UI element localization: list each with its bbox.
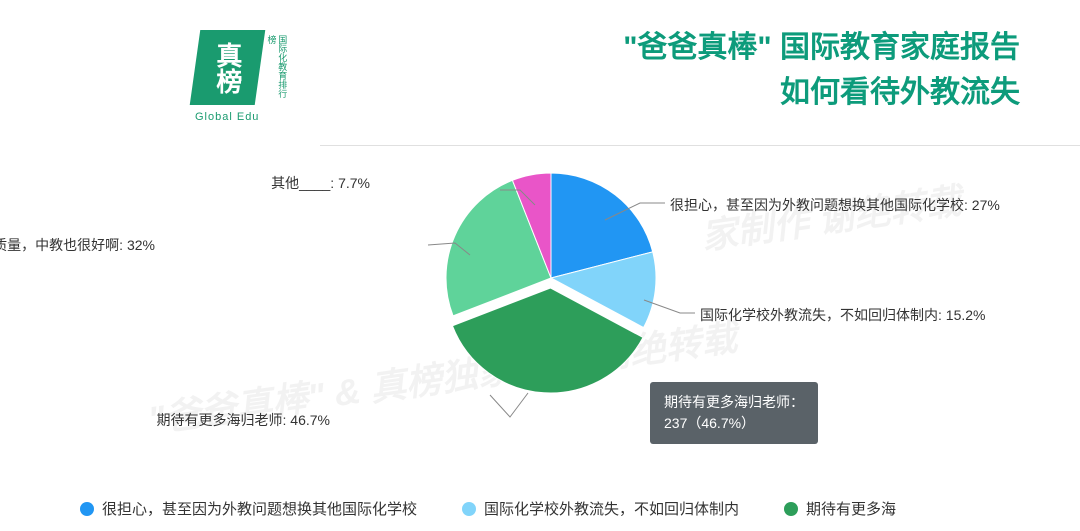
logo-subtitle: Global Edu [195, 111, 290, 123]
tooltip-line-2: 237（46.7%） [664, 413, 804, 434]
legend-item: 期待有更多海 [784, 498, 896, 519]
legend-label: 国际化学校外教流失，不如回归体制内 [484, 498, 739, 519]
pie-label: 很担心，甚至因为外教问题想换其他国际化学校: 27% [670, 195, 1000, 215]
legend-item: 国际化学校外教流失，不如回归体制内 [462, 498, 739, 519]
pie-label: 国际化学校外教流失，不如回归体制内: 15.2% [700, 305, 985, 325]
pie-label: 期待有更多海归老师: 46.7% [157, 410, 330, 430]
logo: 真榜 国际化教育排行榜 Global Edu [195, 30, 290, 123]
logo-side-text: 国际化教育排行榜 [266, 35, 288, 105]
title-line-2: 如何看待外教流失 [623, 70, 1020, 115]
legend-label: 很担心，甚至因为外教问题想换其他国际化学校 [102, 498, 417, 519]
chart-area: 其他____: 7.7% 很担心，甚至因为外教问题想换其他国际化学校: 27% 国际… [0, 145, 1080, 495]
logo-box: 真榜 国际化教育排行榜 [190, 30, 266, 105]
legend-label: 期待有更多海 [806, 498, 896, 519]
pie-label: 不认为外教等于高教学质量，中教也很好啊: 32% [0, 235, 155, 255]
pie-chart [443, 170, 673, 410]
chart-tooltip: 期待有更多海归老师： 237（46.7%） [650, 382, 818, 444]
legend-item: 很担心，甚至因为外教问题想换其他国际化学校 [80, 498, 417, 519]
chart-divider [320, 145, 1080, 146]
legend-dot [784, 502, 798, 516]
logo-main-text: 真榜 [215, 42, 241, 94]
legend-dot [80, 502, 94, 516]
legend: 很担心，甚至因为外教问题想换其他国际化学校 国际化学校外教流失，不如回归体制内 期待… [80, 498, 896, 519]
title-line-1: "爸爸真棒" 国际教育家庭报告 [623, 25, 1020, 70]
legend-dot [462, 502, 476, 516]
report-title: "爸爸真棒" 国际教育家庭报告 如何看待外教流失 [623, 25, 1020, 115]
tooltip-line-1: 期待有更多海归老师： [664, 392, 804, 413]
pie-label: 其他____: 7.7% [271, 173, 370, 193]
